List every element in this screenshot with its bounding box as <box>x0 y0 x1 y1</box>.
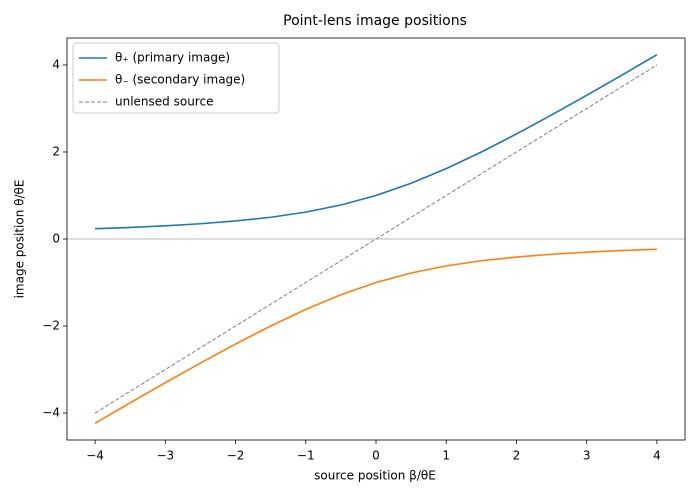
x-tick-label: −4 <box>86 449 104 463</box>
y-tick-label: 0 <box>52 232 60 246</box>
y-axis-label: image position θ/θE <box>13 180 27 299</box>
x-tick-label: 3 <box>583 449 591 463</box>
y-tick-label: 2 <box>52 144 60 158</box>
x-axis-label: source position β/θE <box>314 469 436 483</box>
y-tick-label: 4 <box>52 57 60 71</box>
legend-label: θ₊ (primary image) <box>115 51 230 65</box>
x-tick-label: 1 <box>442 449 450 463</box>
legend-label: θ₋ (secondary image) <box>115 73 245 87</box>
chart-title: Point-lens image positions <box>283 13 467 29</box>
legend-label: unlensed source <box>115 95 213 109</box>
x-tick-label: −1 <box>297 449 315 463</box>
legend-box <box>72 42 280 114</box>
series-line <box>95 54 658 230</box>
x-tick-label: −3 <box>156 449 174 463</box>
x-tick-label: 2 <box>513 449 521 463</box>
series-line <box>94 248 657 424</box>
x-tick-label: 4 <box>653 449 661 463</box>
x-tick-label: −2 <box>227 449 245 463</box>
series-line <box>94 64 658 414</box>
y-tick-label: −4 <box>42 406 60 420</box>
x-tick-label: 0 <box>372 449 380 463</box>
y-tick-label: −2 <box>42 319 60 333</box>
